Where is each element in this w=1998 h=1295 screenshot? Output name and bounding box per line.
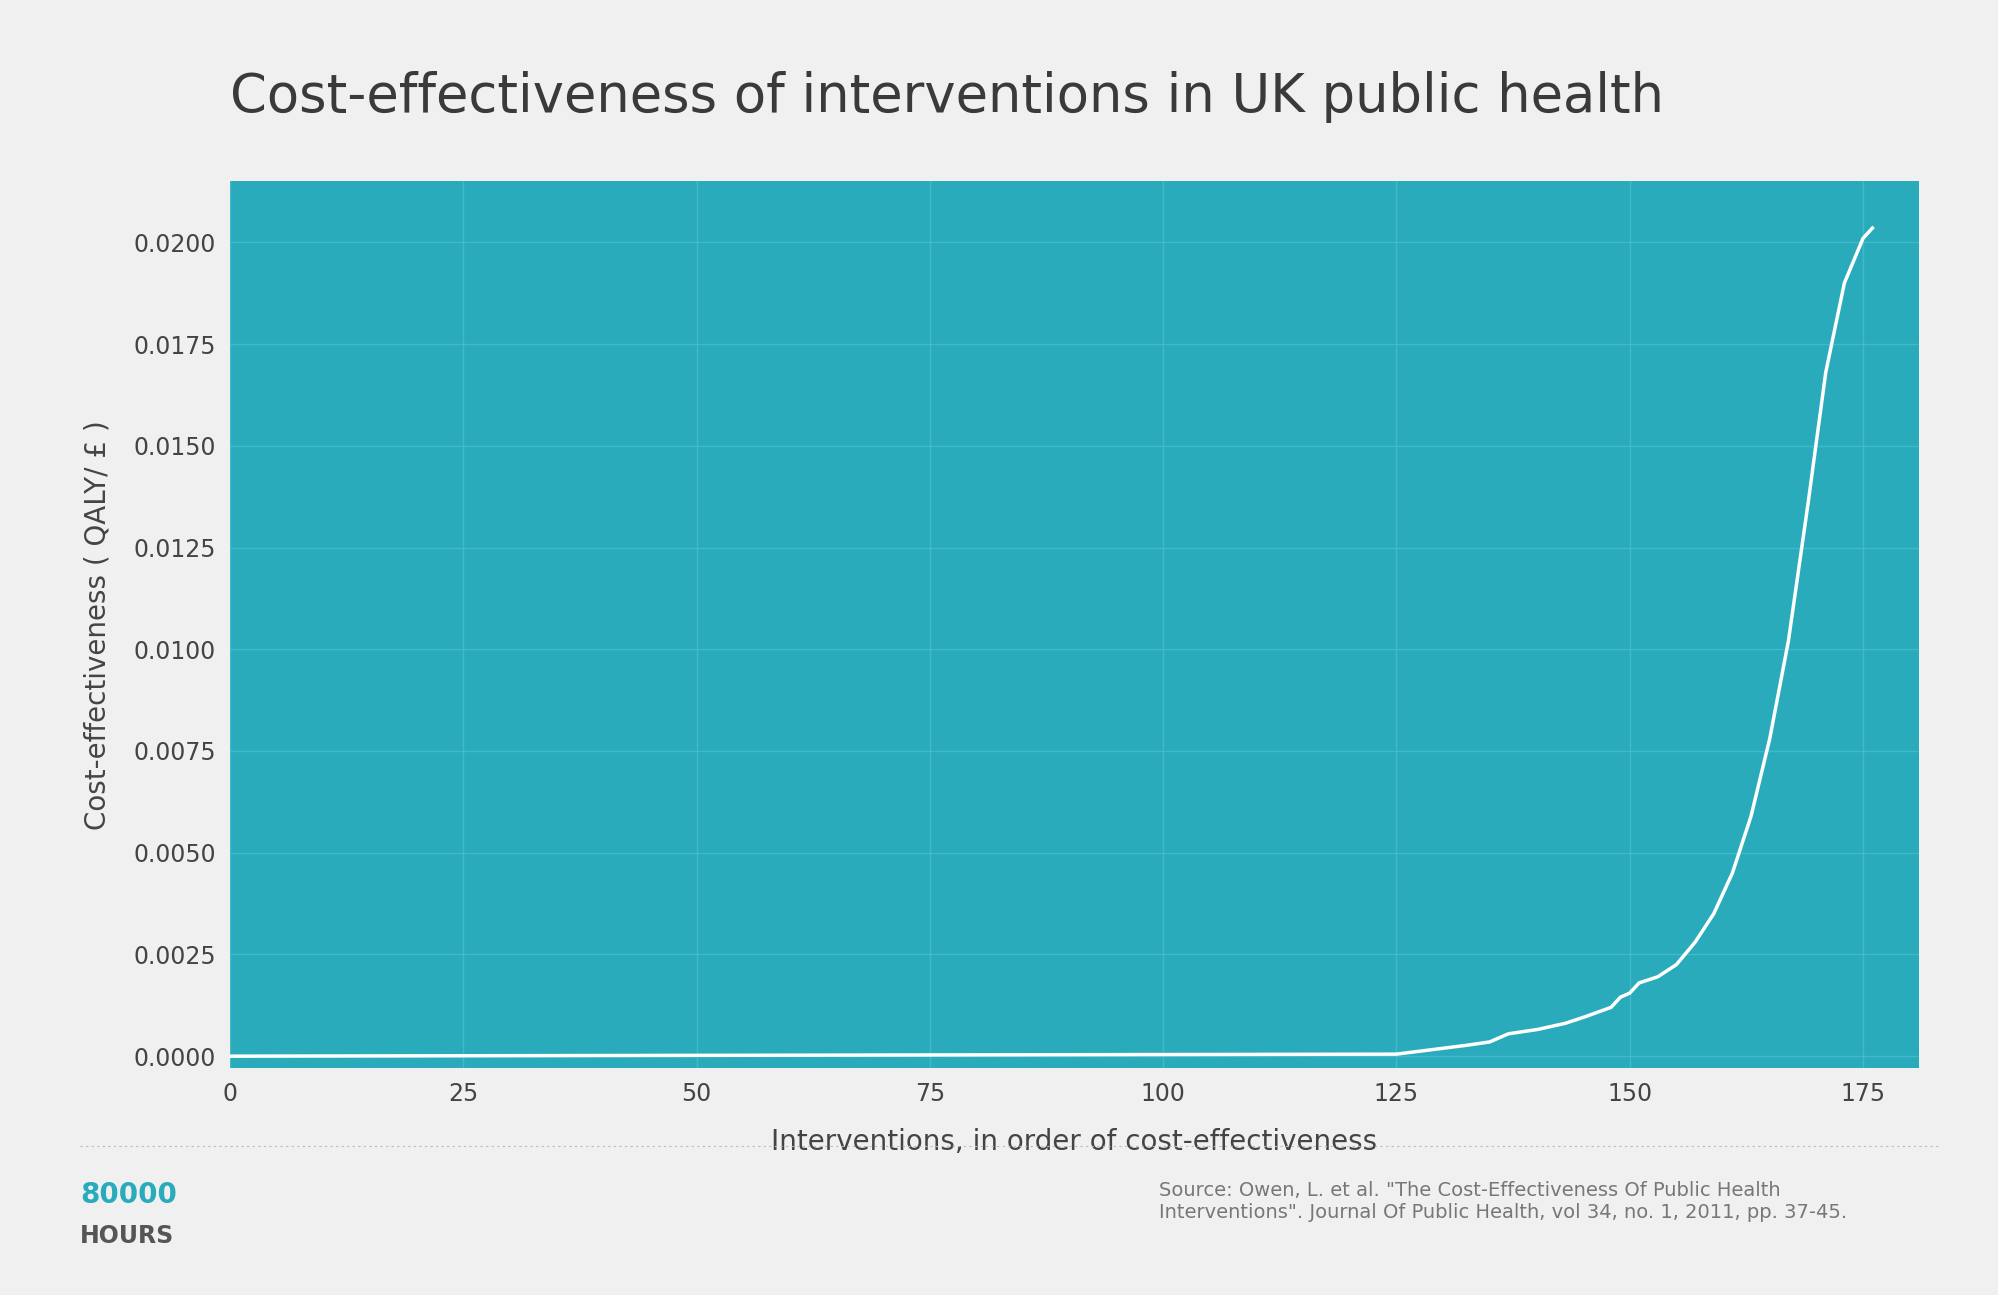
Y-axis label: Cost-effectiveness ( QALY/ £ ): Cost-effectiveness ( QALY/ £ ): [84, 420, 112, 830]
Text: Source: Owen, L. et al. "The Cost-Effectiveness Of Public Health
Interventions".: Source: Owen, L. et al. "The Cost-Effect…: [1159, 1181, 1846, 1222]
Text: Cost-effectiveness of interventions in UK public health: Cost-effectiveness of interventions in U…: [230, 71, 1662, 123]
Text: 80000: 80000: [80, 1181, 176, 1210]
X-axis label: Interventions, in order of cost-effectiveness: Interventions, in order of cost-effectiv…: [771, 1128, 1377, 1156]
Text: HOURS: HOURS: [80, 1224, 174, 1248]
